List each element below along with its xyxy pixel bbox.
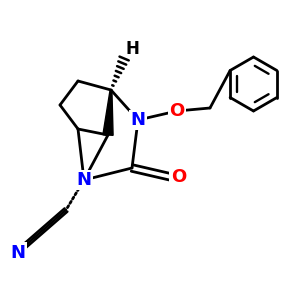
- Text: O: O: [171, 168, 186, 186]
- Text: N: N: [76, 171, 92, 189]
- Polygon shape: [103, 90, 113, 135]
- Text: N: N: [11, 244, 26, 262]
- Text: N: N: [130, 111, 146, 129]
- Text: H: H: [125, 40, 139, 58]
- Text: O: O: [169, 102, 184, 120]
